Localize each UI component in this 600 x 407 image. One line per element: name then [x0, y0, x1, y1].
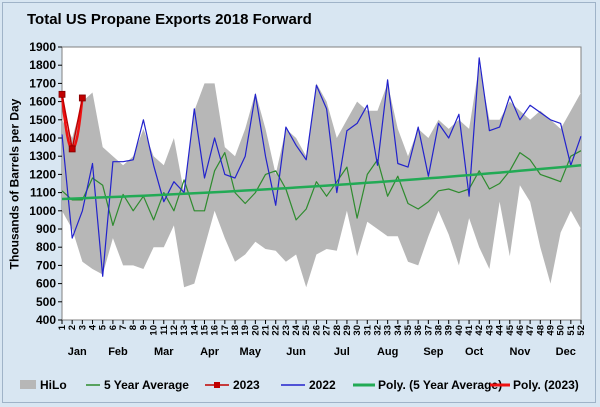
x-tick-label: 52 — [576, 325, 587, 336]
x-tick-label: 16 — [210, 325, 221, 336]
legend-label-5-year-average: 5 Year Average — [104, 378, 189, 392]
y-tick-label: 600 — [36, 277, 56, 291]
x-tick-label: 42 — [474, 325, 485, 336]
x-tick-label: 14 — [189, 324, 200, 335]
x-tick-label: 22 — [271, 325, 282, 336]
x-tick-label: 31 — [362, 324, 373, 335]
x-tick-label: 41 — [464, 324, 475, 335]
y-tick-label: 500 — [36, 295, 56, 309]
y-tick-label: 1900 — [29, 40, 56, 54]
legend-swatch-2023-marker — [214, 382, 220, 388]
month-label: Jun — [286, 346, 306, 358]
hilo-band — [62, 65, 581, 288]
month-label: Jul — [334, 346, 350, 358]
x-tick-label: 28 — [332, 325, 343, 336]
y-tick-label: 700 — [36, 258, 56, 272]
month-label: Jan — [68, 346, 87, 358]
x-tick-label: 1 — [57, 324, 68, 330]
y-tick-label: 1400 — [29, 131, 56, 145]
y-tick-label: 1500 — [29, 113, 56, 127]
x-tick-label: 12 — [169, 325, 180, 336]
x-tick-label: 15 — [199, 324, 210, 335]
y-tick-label: 800 — [36, 240, 56, 254]
x-tick-label: 46 — [515, 325, 526, 336]
x-tick-label: 3 — [77, 325, 88, 330]
x-tick-label: 33 — [383, 325, 394, 336]
point-2023 — [58, 90, 66, 98]
month-label: Mar — [154, 346, 174, 358]
x-tick-label: 7 — [118, 325, 129, 330]
legend: HiLo 5 Year Average 2023 2022 Poly. (5 Year … — [20, 378, 579, 392]
x-tick-label: 50 — [556, 325, 567, 336]
point-2023 — [68, 145, 76, 153]
x-tick-label: 32 — [372, 325, 383, 336]
x-tick-label: 4 — [88, 324, 99, 330]
y-tick-label: 1700 — [29, 76, 56, 90]
x-tick-label: 48 — [535, 325, 546, 336]
legend-label-2022: 2022 — [309, 378, 336, 392]
x-tick-label: 27 — [322, 325, 333, 336]
y-tick-label: 1300 — [29, 149, 56, 163]
x-tick-label: 44 — [495, 324, 506, 335]
x-tick-label: 45 — [505, 324, 516, 335]
month-label: Nov — [510, 346, 532, 358]
legend-label-hilo: HiLo — [40, 378, 67, 392]
x-tick-label: 6 — [108, 325, 119, 330]
y-tick-label: 1800 — [29, 58, 56, 72]
x-tick-label: 19 — [240, 325, 251, 336]
x-tick-label: 47 — [525, 325, 536, 336]
x-tick-label: 20 — [250, 325, 261, 336]
x-tick-label: 40 — [454, 325, 465, 336]
month-label: Dec — [556, 346, 576, 358]
point-2023 — [78, 94, 86, 102]
x-tick-label: 38 — [434, 325, 445, 336]
chart-title: Total US Propane Exports 2018 Forward — [27, 11, 312, 28]
legend-swatch-hilo — [20, 380, 36, 389]
y-tick-label: 900 — [36, 222, 56, 236]
y-tick-label: 1100 — [30, 186, 56, 200]
x-tick-label: 29 — [342, 325, 353, 336]
x-tick-label: 8 — [128, 325, 139, 330]
month-label: Apr — [200, 346, 220, 358]
series-2022 — [61, 57, 582, 277]
legend-label-2023: 2023 — [233, 378, 260, 392]
x-tick-label: 30 — [352, 325, 363, 336]
legend-label-trend-2023: Poly. (2023) — [513, 378, 579, 392]
x-tick-label: 2 — [67, 325, 78, 330]
month-label: Aug — [377, 346, 398, 358]
x-tick-label: 49 — [545, 325, 556, 336]
series-5-year-average — [61, 150, 582, 226]
x-tick-label: 24 — [291, 324, 302, 335]
month-label: Oct — [465, 346, 484, 358]
x-tick-label: 43 — [484, 325, 495, 336]
x-tick-label: 10 — [149, 325, 160, 336]
x-tick-label: 23 — [281, 325, 292, 336]
x-tick-label: 9 — [138, 325, 149, 330]
month-label: Feb — [108, 346, 128, 358]
x-tick-label: 11 — [159, 324, 170, 335]
month-label: May — [240, 346, 262, 358]
x-tick-label: 17 — [220, 325, 231, 336]
x-tick-label: 18 — [230, 325, 241, 336]
x-tick-label: 5 — [98, 324, 109, 330]
x-tick-label: 25 — [301, 324, 312, 335]
month-label: Sep — [423, 346, 443, 358]
x-tick-label: 36 — [413, 325, 424, 336]
x-tick-label: 37 — [423, 325, 434, 336]
y-tick-label: 400 — [36, 313, 56, 327]
legend-label-trend-5-year-average: Poly. (5 Year Average) — [378, 378, 502, 392]
x-tick-label: 13 — [179, 325, 190, 336]
y-tick-label: 1000 — [29, 204, 56, 218]
trend-5-year-average — [61, 164, 582, 201]
x-tick-label: 39 — [444, 325, 455, 336]
x-tick-label: 51 — [566, 324, 577, 335]
x-tick-label: 26 — [311, 325, 322, 336]
y-tick-label: 1200 — [29, 167, 56, 181]
x-tick-label: 21 — [261, 324, 272, 335]
y-tick-label: 1600 — [29, 95, 56, 109]
plot-area: 4005006007008009001000110012001300140015… — [29, 40, 587, 358]
x-tick-label: 35 — [403, 324, 414, 335]
x-tick-label: 34 — [393, 324, 404, 335]
